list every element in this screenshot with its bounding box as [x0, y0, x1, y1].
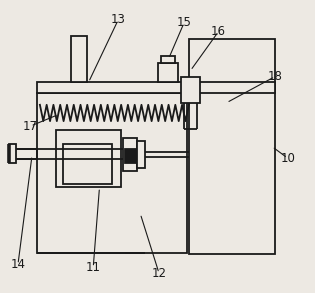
Text: 17: 17: [23, 120, 38, 133]
Bar: [158, 63, 178, 82]
Text: 11: 11: [86, 261, 101, 274]
Bar: [123, 138, 137, 171]
Bar: [124, 149, 135, 163]
Bar: [37, 82, 275, 93]
Text: 16: 16: [211, 25, 226, 38]
Text: 14: 14: [10, 258, 26, 271]
Text: 12: 12: [152, 267, 167, 280]
Text: 10: 10: [280, 152, 295, 165]
Bar: [9, 144, 16, 163]
Bar: [63, 144, 112, 184]
Text: 18: 18: [268, 70, 283, 83]
Bar: [181, 76, 200, 103]
Bar: [71, 36, 87, 82]
Text: 15: 15: [177, 16, 192, 29]
Bar: [55, 130, 122, 187]
Text: 13: 13: [111, 13, 126, 26]
Bar: [137, 141, 145, 168]
Bar: [189, 39, 275, 254]
Bar: [161, 56, 175, 63]
Bar: [37, 93, 187, 253]
